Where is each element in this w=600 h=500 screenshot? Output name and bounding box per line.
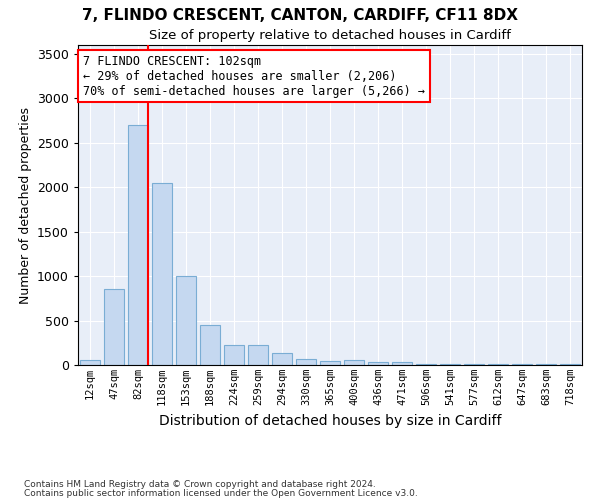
- Bar: [128, 125, 148, 365]
- Bar: [320, 360, 340, 365]
- Bar: [104, 290, 124, 365]
- Bar: [176, 276, 196, 365]
- Text: Contains public sector information licensed under the Open Government Licence v3: Contains public sector information licen…: [24, 488, 418, 498]
- Bar: [224, 344, 244, 365]
- Bar: [200, 325, 220, 365]
- Bar: [80, 360, 100, 365]
- Y-axis label: Number of detached properties: Number of detached properties: [19, 106, 32, 304]
- Bar: [440, 364, 460, 365]
- Bar: [488, 364, 508, 365]
- Bar: [344, 360, 364, 365]
- Text: 7 FLINDO CRESCENT: 102sqm
← 29% of detached houses are smaller (2,206)
70% of se: 7 FLINDO CRESCENT: 102sqm ← 29% of detac…: [83, 54, 425, 98]
- Bar: [464, 364, 484, 365]
- Text: Contains HM Land Registry data © Crown copyright and database right 2024.: Contains HM Land Registry data © Crown c…: [24, 480, 376, 489]
- Bar: [248, 346, 268, 365]
- Bar: [536, 364, 556, 365]
- Bar: [368, 362, 388, 365]
- Bar: [296, 359, 316, 365]
- Text: 7, FLINDO CRESCENT, CANTON, CARDIFF, CF11 8DX: 7, FLINDO CRESCENT, CANTON, CARDIFF, CF1…: [82, 8, 518, 22]
- Bar: [392, 362, 412, 365]
- Bar: [560, 364, 580, 365]
- Bar: [416, 364, 436, 365]
- Bar: [512, 364, 532, 365]
- X-axis label: Distribution of detached houses by size in Cardiff: Distribution of detached houses by size …: [159, 414, 501, 428]
- Title: Size of property relative to detached houses in Cardiff: Size of property relative to detached ho…: [149, 30, 511, 43]
- Bar: [152, 183, 172, 365]
- Bar: [272, 354, 292, 365]
